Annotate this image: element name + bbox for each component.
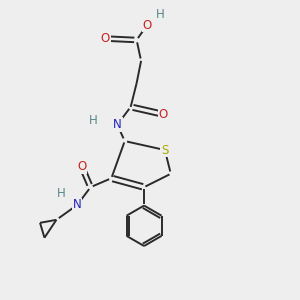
Text: O: O [142, 19, 152, 32]
Text: N: N [113, 118, 122, 131]
Text: O: O [77, 160, 86, 173]
Text: O: O [101, 32, 110, 45]
Text: O: O [159, 108, 168, 121]
Text: H: H [89, 114, 98, 128]
Text: N: N [73, 199, 82, 212]
Text: H: H [156, 8, 165, 21]
Text: S: S [161, 143, 169, 157]
Text: H: H [56, 187, 65, 200]
